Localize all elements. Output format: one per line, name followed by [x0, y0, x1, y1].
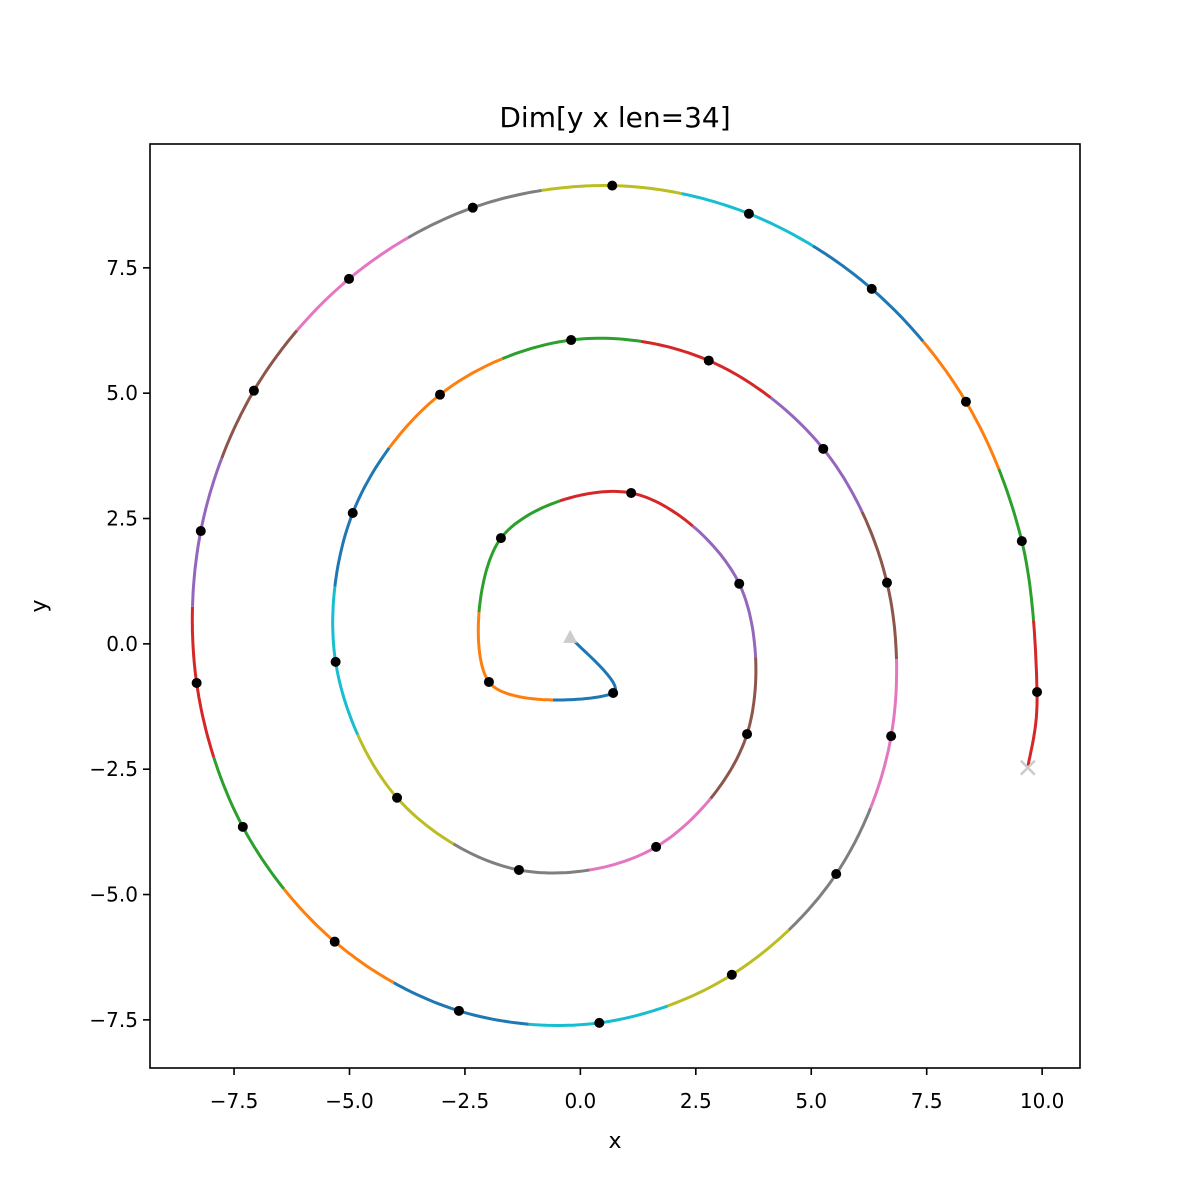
- point: [344, 273, 355, 284]
- x-tick-label: 2.5: [680, 1089, 712, 1113]
- point: [886, 731, 897, 742]
- point: [960, 396, 971, 407]
- point: [818, 443, 829, 454]
- plot-frame: [149, 143, 1081, 1069]
- point: [703, 355, 714, 366]
- point: [734, 578, 745, 589]
- point: [651, 841, 662, 852]
- point: [191, 677, 202, 688]
- point: [742, 729, 753, 740]
- point: [831, 868, 842, 879]
- y-tick-label: −5.0: [89, 883, 138, 907]
- point: [248, 385, 259, 396]
- point: [483, 676, 494, 687]
- y-tick-label: 7.5: [106, 256, 138, 280]
- point: [495, 533, 506, 544]
- point: [434, 389, 445, 400]
- x-tick-label: 5.0: [795, 1089, 827, 1113]
- x-tick-label: −7.5: [210, 1089, 259, 1113]
- point: [866, 283, 877, 294]
- x-tick-label: 0.0: [564, 1089, 596, 1113]
- point: [608, 687, 619, 698]
- point: [467, 202, 478, 213]
- y-tick-label: 2.5: [106, 507, 138, 531]
- point: [626, 487, 637, 498]
- y-axis-label: y: [27, 599, 52, 612]
- y-tick-label: 0.0: [106, 632, 138, 656]
- x-axis-label: x: [608, 1129, 621, 1154]
- point: [347, 507, 358, 518]
- end-marker: [1019, 759, 1036, 776]
- x-tick-label: −5.0: [325, 1089, 374, 1113]
- x-tick-label: 10.0: [1020, 1089, 1065, 1113]
- point: [566, 335, 577, 346]
- point: [453, 1005, 464, 1016]
- point: [392, 792, 403, 803]
- point: [330, 656, 341, 667]
- point: [1032, 686, 1043, 697]
- start-marker: [563, 629, 578, 643]
- point: [726, 969, 737, 980]
- y-tick-label: −2.5: [89, 757, 138, 781]
- point: [743, 208, 754, 219]
- y-tick-label: −7.5: [89, 1008, 138, 1032]
- point: [195, 526, 206, 537]
- x-tick-label: 7.5: [911, 1089, 943, 1113]
- point: [607, 180, 618, 191]
- point: [1016, 536, 1027, 547]
- point: [513, 864, 524, 875]
- point: [329, 936, 340, 947]
- x-tick-label: −2.5: [441, 1089, 490, 1113]
- y-tick-label: 5.0: [106, 381, 138, 405]
- point: [237, 821, 248, 832]
- chart-title: Dim[y x len=34]: [499, 101, 730, 134]
- point: [594, 1017, 605, 1028]
- point: [881, 577, 892, 588]
